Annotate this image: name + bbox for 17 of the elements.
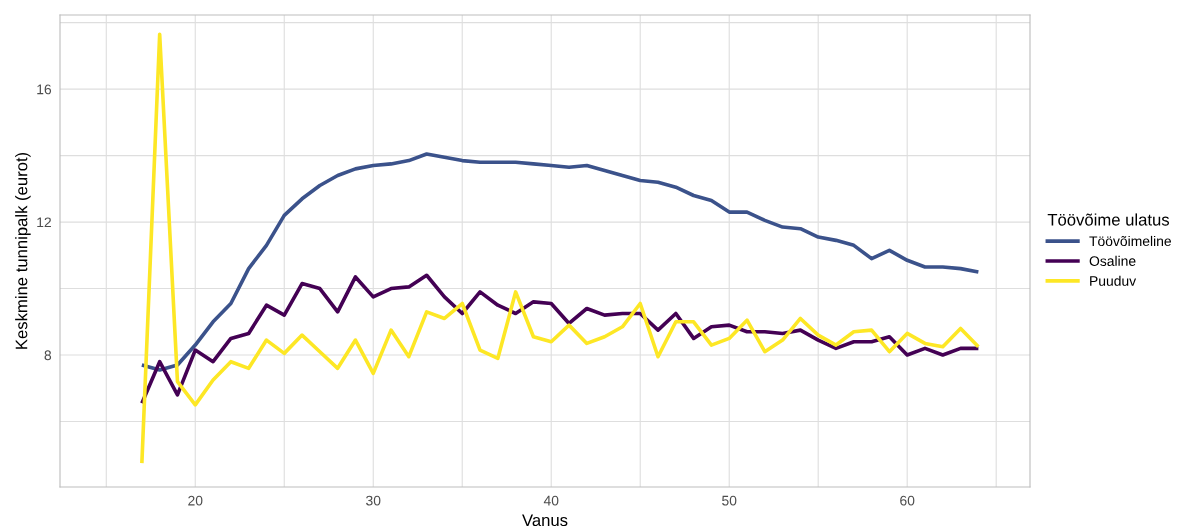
y-tick-label: 8 xyxy=(44,350,52,361)
y-tick-label: 16 xyxy=(37,84,52,95)
legend-title: Töövõime ulatus xyxy=(1047,213,1170,226)
y-axis-title: Keskmine tunnipalk (eurot) xyxy=(15,152,31,349)
line-series xyxy=(140,273,981,406)
x-tick-label: 20 xyxy=(188,495,203,506)
x-tick-label: 60 xyxy=(900,495,915,506)
line-series xyxy=(140,152,981,372)
x-tick-label: 50 xyxy=(722,495,737,506)
legend-label: Puuduv xyxy=(1090,275,1137,286)
legend-label: Töövõimeline xyxy=(1089,235,1171,247)
y-tick-label: 12 xyxy=(37,217,51,228)
line-series xyxy=(140,32,981,465)
x-tick-label: 40 xyxy=(543,495,559,506)
x-tick-label: 30 xyxy=(366,495,381,506)
legend-label: Osaline xyxy=(1089,255,1136,266)
x-axis-title: Vanus xyxy=(522,514,568,527)
